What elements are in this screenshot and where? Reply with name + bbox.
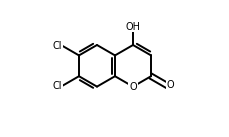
Text: O: O [166, 80, 174, 90]
Text: OH: OH [125, 22, 140, 32]
Text: O: O [129, 82, 136, 92]
Text: Cl: Cl [53, 81, 62, 91]
Text: Cl: Cl [53, 41, 62, 51]
